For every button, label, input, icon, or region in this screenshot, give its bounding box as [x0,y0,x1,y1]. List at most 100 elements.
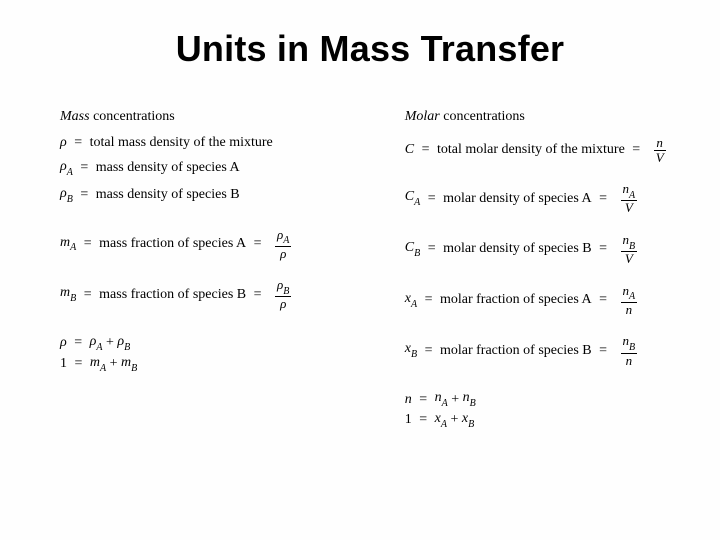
CA-symbol: CA [405,190,420,207]
CB-sub: B [414,248,420,259]
equals: = [250,288,265,302]
spacer [405,377,680,391]
xB-row: xB = molar fraction of species B = nB n [405,334,680,367]
mass-header: Mass concentrations [60,110,345,124]
C-def: total molar density of the mixture [437,143,625,157]
xB-def: molar fraction of species B [440,344,592,358]
C-frac-num: n [654,136,665,150]
n-sum-a-sym: n [435,390,442,405]
m-sum-a-sym: m [90,355,100,370]
CA-num-sub: A [629,190,635,201]
mA-frac-den: ρ [278,247,288,261]
rho-sum-lhs: ρ [60,336,67,350]
n-sum-a: nA [435,391,448,408]
spacer [60,321,345,335]
x-sum-b-sub: B [468,419,474,430]
mA-row: mA = mass fraction of species A = ρA ρ [60,228,345,261]
spacer [405,276,680,284]
rhoB-symbol: ρB [60,187,73,204]
mass-header-rest: concentrations [90,109,175,124]
equals: = [71,357,86,371]
mB-frac-den: ρ [278,297,288,311]
m-sum-a: mA [90,356,106,373]
mB-sym: m [60,285,70,300]
slide: Units in Mass Transfer Mass concentratio… [0,0,720,540]
xB-fraction: nB n [621,334,638,367]
equals: = [416,393,431,407]
equals: = [80,288,95,302]
mA-sub: A [70,242,76,253]
xA-fraction: nA n [621,284,638,317]
mA-def: mass fraction of species A [99,237,246,251]
equals: = [596,192,611,206]
CB-frac-num: nB [621,233,638,251]
C-fraction: n V [654,136,666,164]
x-sum-lhs: 1 [405,413,412,427]
spacer [60,214,345,228]
CB-symbol: CB [405,241,420,258]
mB-num-sub: B [283,286,289,297]
equals: = [421,344,436,358]
equals: = [77,188,92,202]
mass-header-italic: Mass [60,109,90,124]
n-sum-b: nB [463,391,476,408]
mB-row: mB = mass fraction of species B = ρB ρ [60,278,345,311]
xA-frac-num: nA [621,284,638,302]
plus: + [102,336,117,350]
xB-num-sub: B [629,342,635,353]
m-sum-b-sym: m [121,355,131,370]
rho-sum-a-sub: A [96,342,102,353]
rho-sum-row: ρ = ρA + ρB [60,335,345,352]
rhoA-def: mass density of species A [96,161,240,175]
equals: = [418,143,433,157]
plus: + [447,413,462,427]
CA-row: CA = molar density of species A = nA V [405,182,680,215]
rho-def: total mass density of the mixture [90,136,273,150]
CB-fraction: nB V [621,233,638,266]
n-sum-b-sym: n [463,390,470,405]
rhoB-sub: B [67,194,73,205]
mB-fraction: ρB ρ [275,278,291,311]
mB-frac-num: ρB [275,278,291,296]
rhoA-symbol: ρA [60,160,73,177]
CA-def: molar density of species A [443,192,592,206]
spacer [405,326,680,334]
CB-frac-den: V [623,252,635,266]
CA-fraction: nA V [621,182,638,215]
m-sum-b-sub: B [131,363,137,374]
m-sum-lhs: 1 [60,357,67,371]
spacer [405,225,680,233]
xA-frac-den: n [624,303,635,317]
rhoA-row: ρA = mass density of species A [60,160,345,177]
mB-symbol: mB [60,286,76,303]
m-sum-a-sub: A [100,363,106,374]
plus: + [106,357,121,371]
xA-sub: A [411,299,417,310]
CA-frac-den: V [623,201,635,215]
mB-def: mass fraction of species B [99,288,246,302]
equals: = [421,293,436,307]
rho-sum-b-sub: B [124,342,130,353]
xB-symbol: xB [405,342,417,359]
plus: + [448,393,463,407]
rho-sum-b: ρB [117,335,130,352]
xB-frac-num: nB [621,334,638,352]
n-sum-row: n = nA + nB [405,391,680,408]
equals: = [77,161,92,175]
xA-row: xA = molar fraction of species A = nA n [405,284,680,317]
x-sum-a: xA [435,412,447,429]
equals: = [596,293,611,307]
mA-sym: m [60,235,70,250]
rhoB-def: mass density of species B [96,188,240,202]
C-symbol: C [405,143,414,157]
equals: = [71,136,86,150]
molar-column: Molar concentrations C = total molar den… [405,110,680,433]
xA-symbol: xA [405,292,417,309]
mass-column: Mass concentrations ρ = total mass densi… [60,110,345,433]
x-sum-a-sym: x [435,411,441,426]
CB-def: molar density of species B [443,242,592,256]
equals: = [629,143,644,157]
molar-sum-block: n = nA + nB 1 = xA + x B [405,391,680,433]
C-row: C = total molar density of the mixture =… [405,136,680,164]
molar-header-italic: Molar [405,109,440,124]
